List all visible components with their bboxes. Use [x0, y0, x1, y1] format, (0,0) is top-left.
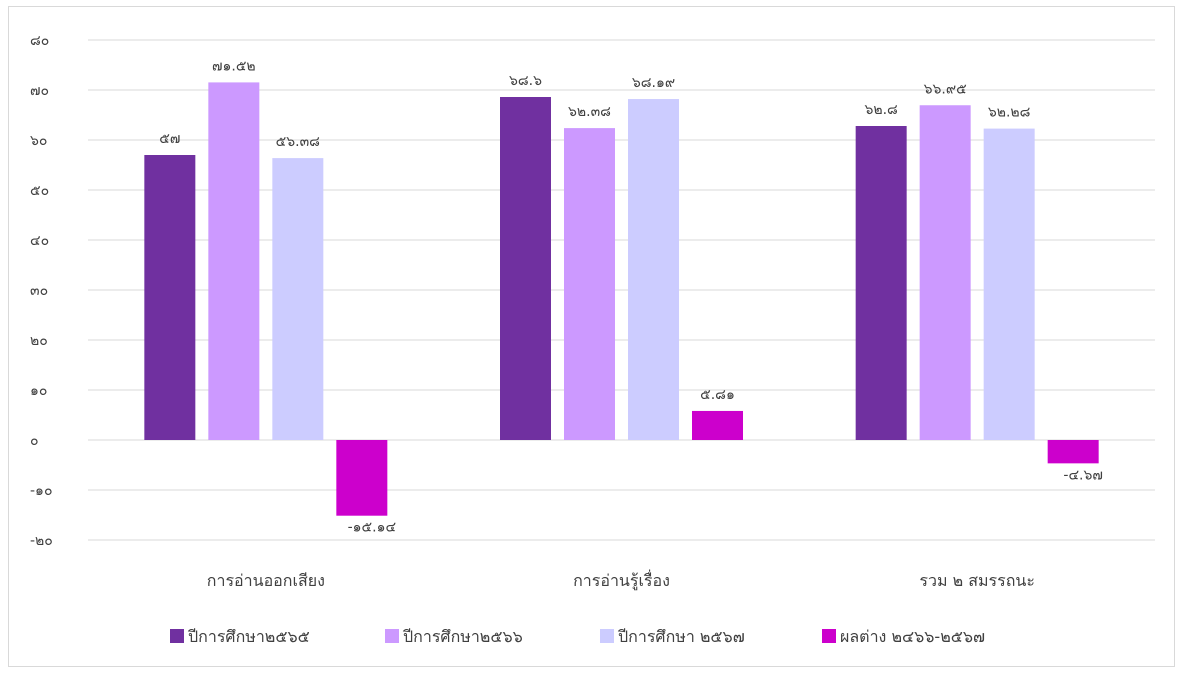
- x-axis-category-labels: การอ่านออกเสียง การอ่านรู้เรื่อง รวม ๒ สมร…: [207, 569, 1035, 591]
- y-tick-label: ๘๐: [30, 33, 49, 49]
- data-label: -๑๕.๑๔: [348, 520, 396, 536]
- bar: [855, 126, 907, 440]
- bar: [272, 158, 324, 440]
- data-label: ๗๑.๕๒: [212, 58, 256, 74]
- bar: [564, 128, 615, 440]
- x-category-label: การอ่านรู้เรื่อง: [573, 569, 670, 591]
- x-category-label: รวม ๒ สมรรถนะ: [919, 571, 1035, 590]
- legend-label: ปีการศึกษา ๒๕๖๗: [618, 627, 745, 646]
- bar: [1047, 440, 1099, 464]
- data-label: ๖๒.๒๘: [988, 105, 1031, 121]
- data-label: ๕๖.๓๘: [276, 134, 320, 150]
- y-tick-label: ๔๐: [30, 233, 49, 249]
- legend: ปีการศึกษา๒๕๖๕ ปีการศึกษา๒๕๖๖ ปีการศึกษา ๒…: [170, 627, 985, 646]
- data-label: ๖๘.๖: [509, 73, 542, 89]
- bar: [500, 97, 551, 440]
- bar: [919, 105, 971, 440]
- bar: [692, 410, 743, 440]
- legend-swatch: [170, 629, 184, 643]
- legend-label: ปีการศึกษา๒๕๖๕: [188, 627, 310, 646]
- data-label: ๕.๘๑: [700, 387, 735, 403]
- y-tick-label: ๓๐: [30, 283, 48, 299]
- data-label: ๖๖.๙๕: [924, 81, 967, 97]
- data-label: ๖๒.๓๘: [568, 104, 611, 120]
- data-label: -๔.๖๗: [1063, 467, 1103, 483]
- y-tick-label: ๑๐: [30, 383, 47, 399]
- y-tick-label: -๒๐: [30, 533, 53, 549]
- bar: [983, 128, 1035, 440]
- y-tick-label: ๐: [30, 433, 39, 449]
- legend-label: ผลต่าง ๒๔๖๖-๒๕๖๗: [840, 627, 985, 646]
- bar: [208, 82, 260, 441]
- x-category-label: การอ่านออกเสียง: [207, 571, 325, 590]
- y-tick-label: ๕๐: [30, 183, 49, 199]
- y-tick-label: ๖๐: [30, 133, 47, 149]
- bar: [336, 440, 388, 516]
- y-tick-label: ๒๐: [30, 333, 48, 349]
- bar: [144, 155, 196, 440]
- data-label: ๖๘.๑๙: [632, 75, 675, 91]
- bar: [628, 99, 679, 441]
- legend-swatch: [385, 629, 399, 643]
- data-label: ๕๗: [159, 131, 180, 147]
- y-tick-label: -๑๐: [30, 483, 52, 499]
- bars: [144, 82, 1099, 516]
- legend-swatch: [600, 629, 614, 643]
- data-label: ๖๒.๘: [864, 102, 897, 118]
- legend-swatch: [822, 629, 836, 643]
- gridlines: [88, 39, 1155, 541]
- legend-label: ปีการศึกษา๒๕๖๖: [403, 627, 523, 646]
- y-tick-label: ๗๐: [30, 83, 49, 99]
